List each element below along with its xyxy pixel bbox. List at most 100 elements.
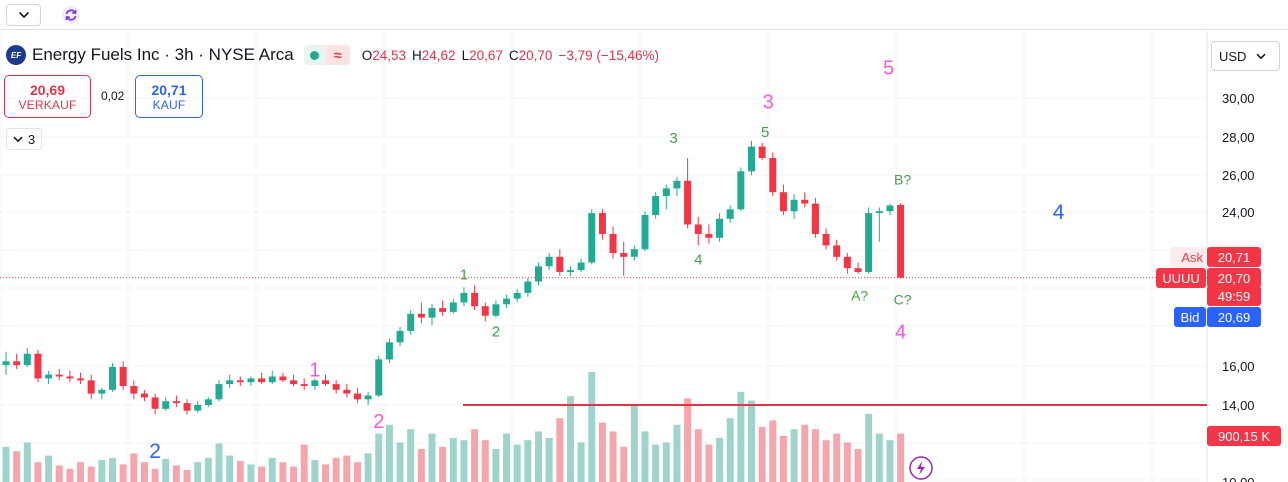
- candle[interactable]: [886, 203, 894, 215]
- buy-button[interactable]: 20,71 KAUF: [135, 75, 203, 118]
- currency-dropdown[interactable]: USD: [1211, 41, 1280, 71]
- candle[interactable]: [620, 241, 628, 276]
- candle[interactable]: [535, 262, 542, 286]
- candle[interactable]: [779, 184, 787, 215]
- elliott-wave-label[interactable]: 4: [1053, 201, 1065, 224]
- candle[interactable]: [790, 194, 798, 219]
- price-chart[interactable]: 5 3 3 5 B? 4 4 A? C? 4 1 2 1 2 2 30,00 28,00 26,00 24,00 1…: [0, 31, 1288, 482]
- elliott-wave-label[interactable]: 5: [883, 57, 894, 79]
- elliott-wave-label[interactable]: 1: [460, 267, 468, 284]
- candle[interactable]: [66, 370, 74, 383]
- candle[interactable]: [673, 177, 681, 196]
- candle[interactable]: [641, 211, 649, 252]
- candle[interactable]: [822, 228, 830, 250]
- candle[interactable]: [119, 361, 127, 390]
- candle[interactable]: [748, 140, 755, 176]
- candle[interactable]: [865, 207, 873, 274]
- candle[interactable]: [258, 372, 266, 385]
- candle[interactable]: [609, 226, 617, 259]
- candle[interactable]: [897, 203, 905, 279]
- candle[interactable]: [2, 351, 10, 375]
- layout-dropdown-button[interactable]: [6, 4, 41, 26]
- elliott-wave-label[interactable]: C?: [894, 291, 912, 307]
- candle[interactable]: [98, 387, 106, 400]
- candle[interactable]: [311, 378, 319, 390]
- candle[interactable]: [737, 167, 745, 212]
- candle[interactable]: [577, 258, 585, 272]
- candle[interactable]: [130, 380, 138, 400]
- candle[interactable]: [716, 213, 724, 242]
- candle[interactable]: [481, 302, 489, 322]
- sync-button[interactable]: [60, 4, 82, 26]
- candle[interactable]: [183, 399, 191, 415]
- candle[interactable]: [524, 277, 532, 297]
- elliott-wave-label[interactable]: 2: [492, 324, 500, 341]
- candle[interactable]: [109, 363, 116, 392]
- elliott-wave-label[interactable]: 4: [694, 251, 702, 268]
- candle[interactable]: [811, 197, 819, 238]
- candle[interactable]: [343, 384, 351, 398]
- candle[interactable]: [652, 192, 660, 219]
- candle[interactable]: [407, 310, 415, 335]
- candle[interactable]: [630, 245, 638, 261]
- candle[interactable]: [875, 207, 883, 242]
- data-delay-indicator[interactable]: ≈: [325, 45, 350, 65]
- candle[interactable]: [588, 209, 596, 265]
- elliott-wave-label[interactable]: B?: [894, 172, 911, 188]
- candle[interactable]: [513, 289, 521, 303]
- candle[interactable]: [55, 368, 63, 381]
- candle[interactable]: [140, 389, 148, 402]
- candle[interactable]: [598, 209, 606, 240]
- candle[interactable]: [300, 378, 308, 390]
- market-status[interactable]: ≈: [303, 45, 350, 65]
- candle[interactable]: [204, 397, 212, 407]
- candle[interactable]: [236, 376, 244, 387]
- candle[interactable]: [833, 239, 841, 261]
- elliott-wave-label[interactable]: 3: [763, 92, 774, 114]
- market-open-indicator[interactable]: [303, 45, 326, 65]
- candle[interactable]: [385, 338, 393, 364]
- candle[interactable]: [694, 216, 702, 246]
- candle[interactable]: [492, 300, 500, 318]
- candle[interactable]: [854, 262, 862, 274]
- candle[interactable]: [268, 370, 276, 385]
- candle[interactable]: [801, 192, 809, 208]
- elliott-wave-label[interactable]: 4: [895, 322, 906, 344]
- candle[interactable]: [662, 184, 670, 210]
- candle[interactable]: [428, 304, 436, 326]
- candle[interactable]: [556, 249, 564, 276]
- candle[interactable]: [396, 327, 404, 347]
- candle[interactable]: [417, 302, 425, 324]
- elliott-wave-label[interactable]: 5: [761, 124, 769, 141]
- candle[interactable]: [34, 349, 42, 383]
- candle[interactable]: [439, 300, 447, 316]
- candle[interactable]: [279, 372, 287, 383]
- candle[interactable]: [460, 287, 468, 307]
- elliott-wave-label[interactable]: 3: [669, 130, 677, 147]
- candle[interactable]: [23, 348, 31, 367]
- candle[interactable]: [503, 294, 511, 309]
- elliott-wave-label[interactable]: 2: [373, 411, 384, 433]
- candle[interactable]: [705, 224, 713, 244]
- candle[interactable]: [322, 374, 329, 386]
- candle[interactable]: [566, 266, 574, 276]
- indicators-toggle-button[interactable]: 3: [6, 128, 42, 150]
- candle[interactable]: [215, 380, 223, 402]
- candle[interactable]: [247, 376, 255, 387]
- candle[interactable]: [684, 158, 692, 229]
- candle[interactable]: [77, 372, 85, 385]
- candle[interactable]: [726, 205, 734, 223]
- symbol-title[interactable]: Energy Fuels Inc · 3h · NYSE Arca: [32, 45, 294, 64]
- candle[interactable]: [545, 253, 553, 271]
- candle[interactable]: [769, 152, 777, 196]
- candle[interactable]: [290, 374, 298, 386]
- candle[interactable]: [471, 285, 479, 310]
- candle[interactable]: [332, 380, 340, 394]
- candle[interactable]: [375, 355, 383, 398]
- candle[interactable]: [226, 374, 234, 388]
- candle[interactable]: [13, 353, 21, 369]
- alert-button[interactable]: [909, 456, 933, 480]
- candle[interactable]: [45, 370, 53, 385]
- sell-button[interactable]: 20,69 VERKAUF: [4, 75, 91, 118]
- elliott-wave-label[interactable]: 2: [149, 440, 161, 463]
